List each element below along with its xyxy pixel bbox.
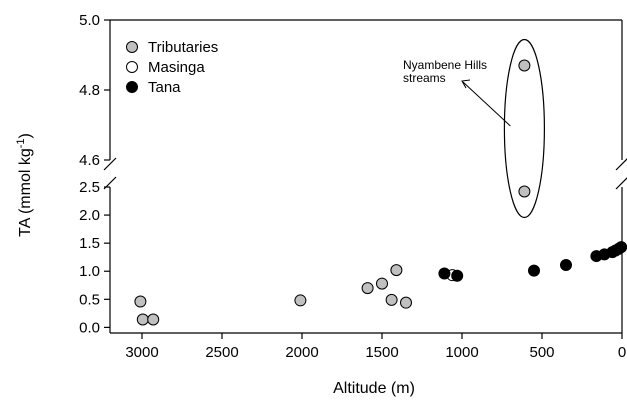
y-axis-title-close: )	[17, 133, 34, 138]
x-tick-label: 1000	[445, 344, 478, 361]
y-tick-label: 4.8	[79, 82, 100, 99]
legend-label: Masinga	[148, 59, 205, 76]
legend-label: Tributaries	[148, 39, 218, 56]
axis-break-mark-left-upper	[103, 157, 117, 171]
data-point	[134, 295, 147, 308]
annotation-arrow-line	[462, 81, 511, 127]
axis-ticks: 3000 2500 2000 1500 1000 500 0 0.0 0.5 1.0 1.5 2.0 2…	[79, 12, 626, 361]
y-tick-label: 1.0	[79, 263, 100, 280]
annotation-text-line: Nyambene Hills	[403, 58, 487, 72]
y-tick-label: 5.0	[79, 12, 100, 29]
axis-break-mark-right-upper	[615, 158, 627, 171]
data-point	[147, 313, 160, 326]
annotation-text-line: streams	[403, 71, 446, 85]
x-tick-label: 0	[618, 344, 626, 361]
data-point	[615, 241, 627, 254]
annotation-ellipse	[503, 38, 546, 219]
y-axis-title-superscript: -1	[15, 138, 27, 148]
y-tick-label: 2.0	[79, 207, 100, 224]
plot-frame	[103, 19, 627, 334]
data-point	[400, 296, 412, 309]
x-tick-label: 2500	[205, 344, 238, 361]
data-point	[528, 264, 540, 277]
y-tick-label: 4.6	[79, 152, 100, 169]
data-point	[385, 293, 398, 306]
data-point	[560, 259, 572, 272]
y-axis-title: TA (mmol kg-1)	[15, 133, 34, 237]
data-point	[518, 59, 531, 72]
annotation-arrowhead	[461, 79, 471, 89]
x-tick-label: 3000	[125, 344, 158, 361]
data-point	[136, 313, 149, 326]
y-tick-label: 1.5	[79, 235, 100, 252]
y-tick-label: 2.5	[79, 179, 100, 196]
x-tick-label: 2000	[285, 344, 318, 361]
y-tick-label: 0.0	[79, 319, 100, 336]
y-axis-title-text: TA (mmol kg	[17, 148, 34, 237]
data-points	[134, 59, 627, 326]
data-point	[451, 269, 464, 282]
legend: Tributaries Masinga Tana	[126, 39, 218, 96]
legend-label: Tana	[148, 79, 181, 96]
x-tick-label: 500	[529, 344, 554, 361]
data-point	[294, 294, 307, 307]
x-tick-label: 1500	[365, 344, 398, 361]
data-point	[518, 185, 531, 198]
legend-marker	[126, 41, 138, 53]
legend-marker	[126, 81, 138, 93]
data-point	[438, 267, 451, 280]
data-point	[361, 282, 374, 295]
data-point	[376, 277, 388, 290]
data-point	[390, 264, 403, 277]
axis-break-mark-right-lower	[615, 177, 627, 190]
y-tick-label: 0.5	[79, 291, 100, 308]
x-axis-title: Altitude (m)	[333, 380, 415, 397]
legend-marker	[126, 61, 138, 73]
